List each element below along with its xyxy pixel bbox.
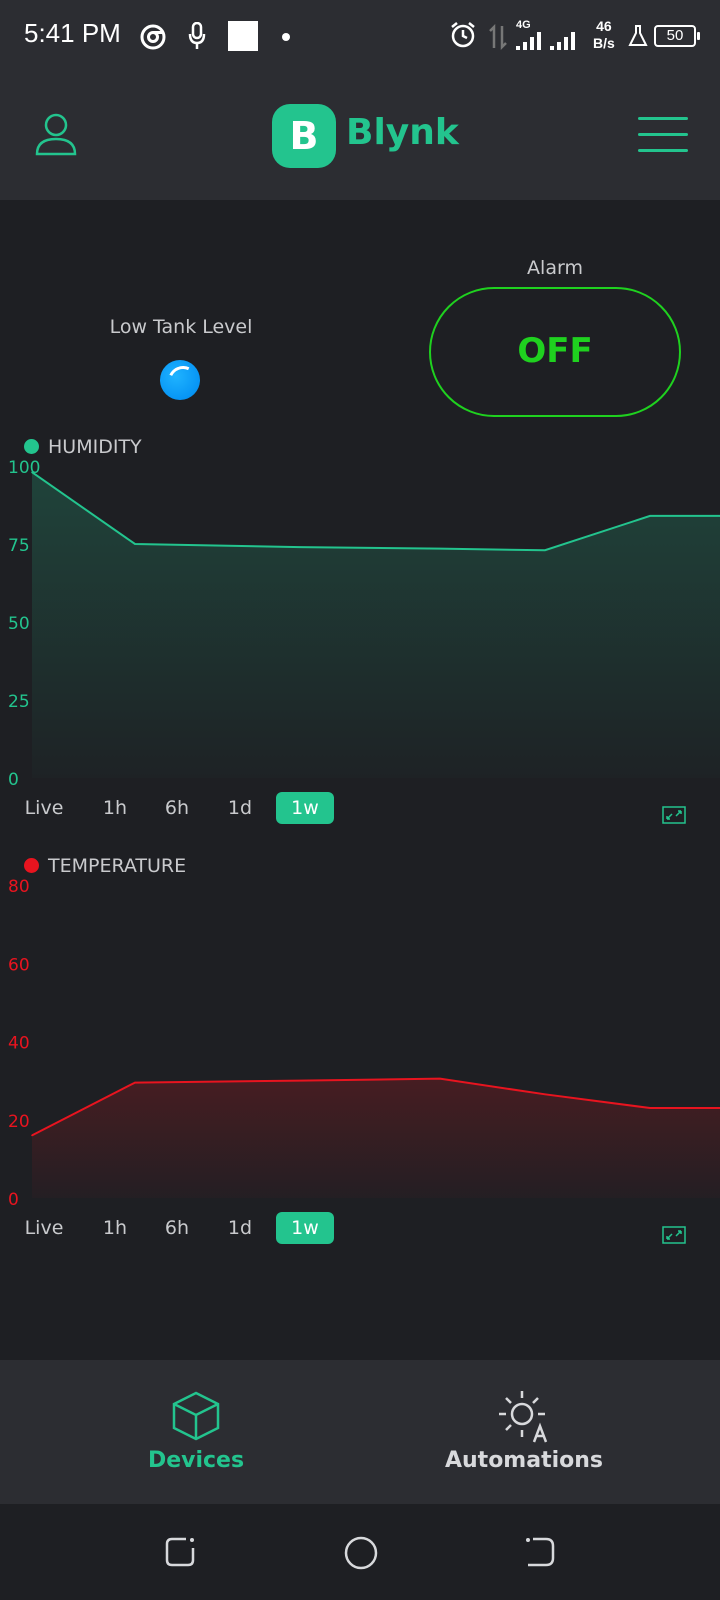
humidity-range-6h[interactable]: 6h xyxy=(164,797,190,819)
humidity-data-point xyxy=(649,515,651,517)
temperature-expand-icon[interactable] xyxy=(662,1226,686,1244)
blynk-logo-icon: B xyxy=(272,104,336,168)
system-navigation-bar xyxy=(0,1504,720,1600)
recents-icon[interactable] xyxy=(164,1536,196,1568)
humidity-area xyxy=(32,472,720,778)
temperature-legend-dot xyxy=(24,858,39,873)
temperature-range-1d[interactable]: 1d xyxy=(227,1217,253,1239)
home-icon[interactable] xyxy=(344,1536,378,1570)
net-speed: 46 B/s xyxy=(593,18,615,52)
microphone-icon xyxy=(188,22,206,49)
humidity-y-tick: 25 xyxy=(8,692,30,712)
alarm-clock-icon xyxy=(451,22,475,48)
temperature-data-point xyxy=(649,1107,651,1109)
humidity-range-1h[interactable]: 1h xyxy=(102,797,128,819)
nav-automations-label: Automations xyxy=(444,1448,604,1473)
humidity-range-1d[interactable]: 1d xyxy=(227,797,253,819)
temperature-y-tick: 20 xyxy=(8,1112,30,1132)
temperature-chart-title: TEMPERATURE xyxy=(24,855,186,877)
data-transfer-icon xyxy=(489,24,507,50)
humidity-chart-title: HUMIDITY xyxy=(24,436,142,458)
temperature-range-6h[interactable]: 6h xyxy=(164,1217,190,1239)
humidity-data-point xyxy=(134,543,136,545)
network-type: 4G xyxy=(516,19,531,31)
humidity-data-point xyxy=(439,547,441,550)
temperature-y-tick: 0 xyxy=(8,1190,19,1210)
humidity-legend-dot xyxy=(24,439,39,454)
back-icon[interactable] xyxy=(524,1536,556,1568)
temperature-data-point xyxy=(134,1081,136,1084)
humidity-y-tick: 50 xyxy=(8,614,30,634)
notification-square-icon xyxy=(228,21,258,51)
battery-icon: 50 xyxy=(654,25,700,47)
signal-icon xyxy=(516,32,575,50)
temperature-data-point xyxy=(299,1079,301,1082)
bottom-navigation: Devices Automations xyxy=(0,1360,720,1504)
status-time: 5:41 PM xyxy=(24,18,121,48)
nav-devices-label: Devices xyxy=(147,1448,245,1473)
humidity-expand-icon[interactable] xyxy=(662,806,686,824)
alarm-toggle-button[interactable]: OFF xyxy=(429,287,681,417)
temperature-data-point xyxy=(31,1134,33,1137)
hamburger-menu-icon[interactable] xyxy=(638,117,688,153)
humidity-range-live[interactable]: Live xyxy=(24,797,64,819)
temperature-y-tick: 80 xyxy=(8,877,30,897)
status-bar: 5:41 PM 4G 46 B/s 50 xyxy=(0,0,720,72)
temperature-range-1h[interactable]: 1h xyxy=(102,1217,128,1239)
humidity-range-1w[interactable]: 1w xyxy=(276,792,334,824)
temperature-range-live[interactable]: Live xyxy=(24,1217,64,1239)
humidity-title-text: HUMIDITY xyxy=(48,436,142,458)
cube-icon xyxy=(172,1391,220,1441)
humidity-data-point xyxy=(544,549,546,552)
profile-icon[interactable] xyxy=(34,112,78,156)
humidity-y-tick: 75 xyxy=(8,536,30,556)
automation-sun-icon xyxy=(499,1391,548,1443)
temperature-range-1w[interactable]: 1w xyxy=(276,1212,334,1244)
led-label: Low Tank Level xyxy=(109,316,253,338)
temperature-chart: 80 60 40 20 0 xyxy=(8,877,720,1210)
temperature-title-text: TEMPERATURE xyxy=(48,855,187,877)
alarm-label: Alarm xyxy=(527,257,583,279)
temperature-data-point xyxy=(544,1093,546,1096)
humidity-data-point xyxy=(299,546,301,548)
notification-dot-icon xyxy=(282,33,290,41)
chrome-icon xyxy=(140,24,166,50)
humidity-y-tick: 0 xyxy=(8,770,19,790)
humidity-data-point xyxy=(31,471,33,474)
low-tank-led-indicator xyxy=(160,360,200,400)
temperature-y-tick: 60 xyxy=(8,955,30,975)
temperature-area xyxy=(32,1078,720,1198)
app-title: Blynk xyxy=(346,112,459,153)
temperature-data-point xyxy=(439,1077,441,1080)
flask-icon xyxy=(628,25,648,46)
net-speed-value: 46 xyxy=(596,18,612,34)
temperature-y-tick: 40 xyxy=(8,1034,30,1054)
net-speed-unit: B/s xyxy=(593,35,615,51)
app-header: B Blynk xyxy=(0,72,720,200)
